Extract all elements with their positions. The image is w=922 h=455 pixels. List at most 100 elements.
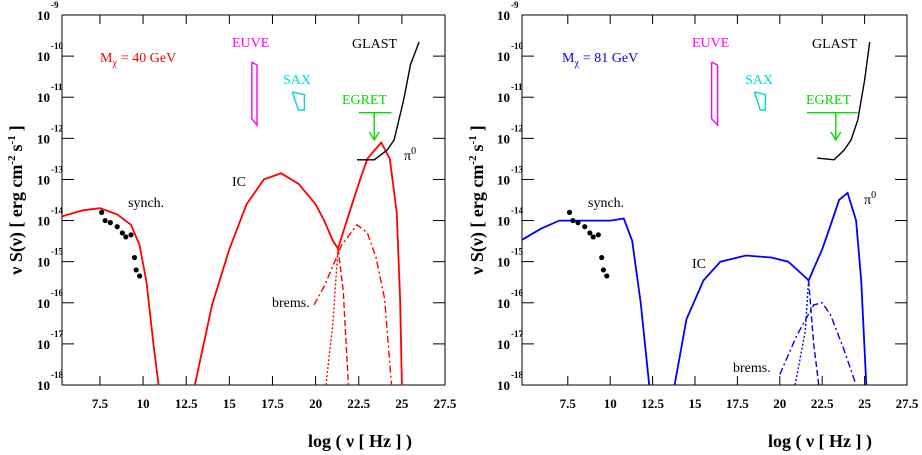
annotation-subscript: χ — [573, 58, 579, 69]
data-point — [128, 232, 134, 238]
y-tick-exponent: -10 — [51, 41, 63, 51]
annotation-text: SAX — [283, 73, 311, 88]
annotation-text: IC — [692, 257, 706, 272]
annotation-text: GLAST — [352, 37, 398, 52]
annotation: SAX — [283, 73, 311, 88]
annotation-text: EGRET — [806, 93, 852, 108]
series-line — [522, 191, 868, 385]
plot-area — [522, 41, 871, 385]
series-line — [325, 248, 339, 385]
y-tick-label: 10 — [37, 49, 50, 64]
y-title-part: ] — [6, 125, 26, 131]
x-tick-label: 10 — [604, 396, 617, 411]
annotation-text: π — [864, 193, 871, 208]
annotation-superscript: 0 — [871, 190, 876, 201]
annotation: IC — [232, 175, 246, 190]
y-title-part: ν S(ν) [ erg cm — [6, 165, 27, 276]
data-point — [114, 224, 120, 230]
y-title-sup: -2 — [6, 155, 18, 165]
annotation-text: brems. — [272, 296, 310, 311]
y-axis-title: ν S(ν) [ erg cm-2 s-1] — [6, 125, 27, 275]
y-tick-label: 10 — [37, 131, 50, 146]
annotation: Mχ = 40 GeV — [100, 51, 176, 69]
annotation: EUVE — [692, 36, 729, 51]
annotation: π0 — [404, 146, 416, 164]
annotation: EUVE — [232, 36, 269, 51]
y-tick-exponent: -14 — [51, 206, 63, 216]
y-tick-label: 10 — [37, 214, 50, 229]
x-tick-label: 15 — [223, 396, 237, 411]
data-point — [582, 224, 588, 230]
y-tick-label: 10 — [497, 90, 510, 105]
annotation: π0 — [864, 190, 876, 208]
x-axis-title: log ( ν [ Hz ] ) — [308, 431, 412, 452]
panel: 7.5 10 12.5 15 17.5 20 22.5 25 27.510-1810-1710-… — [6, 0, 457, 452]
annotation: IC — [692, 257, 706, 272]
x-tick-label: 7.5 — [560, 396, 577, 411]
y-tick-exponent: -15 — [511, 247, 523, 257]
annotation: GLAST — [812, 37, 858, 52]
series-line — [291, 91, 306, 111]
annotation-text: M — [100, 51, 113, 66]
y-tick-exponent: -16 — [511, 288, 523, 298]
y-tick-exponent: -9 — [511, 0, 519, 10]
annotation-suffix: = 40 GeV — [121, 51, 176, 66]
y-tick-exponent: -11 — [51, 82, 63, 92]
series-line — [337, 248, 350, 385]
y-tick-exponent: -14 — [511, 206, 523, 216]
y-tick-exponent: -16 — [51, 288, 63, 298]
x-tick-label: 27.5 — [434, 396, 457, 411]
data-point — [566, 209, 573, 215]
data-point — [133, 267, 139, 273]
y-tick-label: 10 — [497, 296, 510, 311]
plot-frame — [521, 14, 908, 386]
series-line — [313, 223, 393, 385]
data-point — [587, 230, 593, 236]
y-axis-title: ν S(ν) [ erg cm-2 s-1] — [467, 125, 488, 275]
annotation-text: M — [562, 51, 575, 66]
y-title-part: ] — [467, 125, 487, 131]
y-tick-label: 10 — [37, 8, 50, 23]
annotation: synch. — [588, 196, 624, 211]
data-point — [595, 232, 601, 238]
annotation-text: EUVE — [692, 36, 729, 51]
y-tick-exponent: -17 — [51, 329, 63, 339]
y-tick-label: 10 — [497, 131, 510, 146]
annotation: Mχ = 81 GeV — [562, 51, 638, 69]
data-point — [107, 220, 113, 226]
data-point — [137, 273, 143, 279]
x-tick-label: 22.5 — [811, 396, 834, 411]
y-title-sup: -2 — [467, 155, 479, 165]
x-axis-title: log ( ν [ Hz ] ) — [768, 431, 872, 452]
x-tick-label: 10 — [137, 396, 150, 411]
x-tick-label: 12.5 — [641, 396, 664, 411]
y-tick-exponent: -15 — [51, 247, 63, 257]
data-point — [575, 220, 581, 226]
y-tick-exponent: -13 — [511, 164, 523, 174]
y-tick-label: 10 — [497, 172, 510, 187]
series-line — [807, 280, 820, 385]
x-tick-label: 12.5 — [175, 396, 198, 411]
y-tick-label: 10 — [497, 214, 510, 229]
x-tick-label: 22.5 — [347, 396, 370, 411]
x-tick-label: 25 — [395, 396, 409, 411]
y-title-sup: -1 — [6, 135, 18, 144]
y-tick-label: 10 — [497, 8, 510, 23]
annotation: synch. — [128, 196, 164, 211]
annotation: brems. — [272, 296, 310, 311]
data-point — [102, 217, 108, 224]
annotation-text: EGRET — [342, 93, 388, 108]
x-tick-label: 20 — [309, 396, 322, 411]
x-tick-label: 17.5 — [261, 396, 284, 411]
y-title-sup: -1 — [467, 135, 479, 144]
annotation-text: GLAST — [812, 37, 858, 52]
annotation-text: synch. — [128, 196, 164, 211]
series-line — [357, 41, 420, 161]
annotation-text: IC — [232, 175, 246, 190]
annotation-subscript: χ — [111, 58, 117, 69]
annotation-text: brems. — [733, 361, 771, 376]
annotation-superscript: 0 — [411, 146, 416, 157]
data-point — [604, 273, 610, 279]
annotation-text: SAX — [745, 73, 773, 88]
data-point — [99, 209, 105, 215]
